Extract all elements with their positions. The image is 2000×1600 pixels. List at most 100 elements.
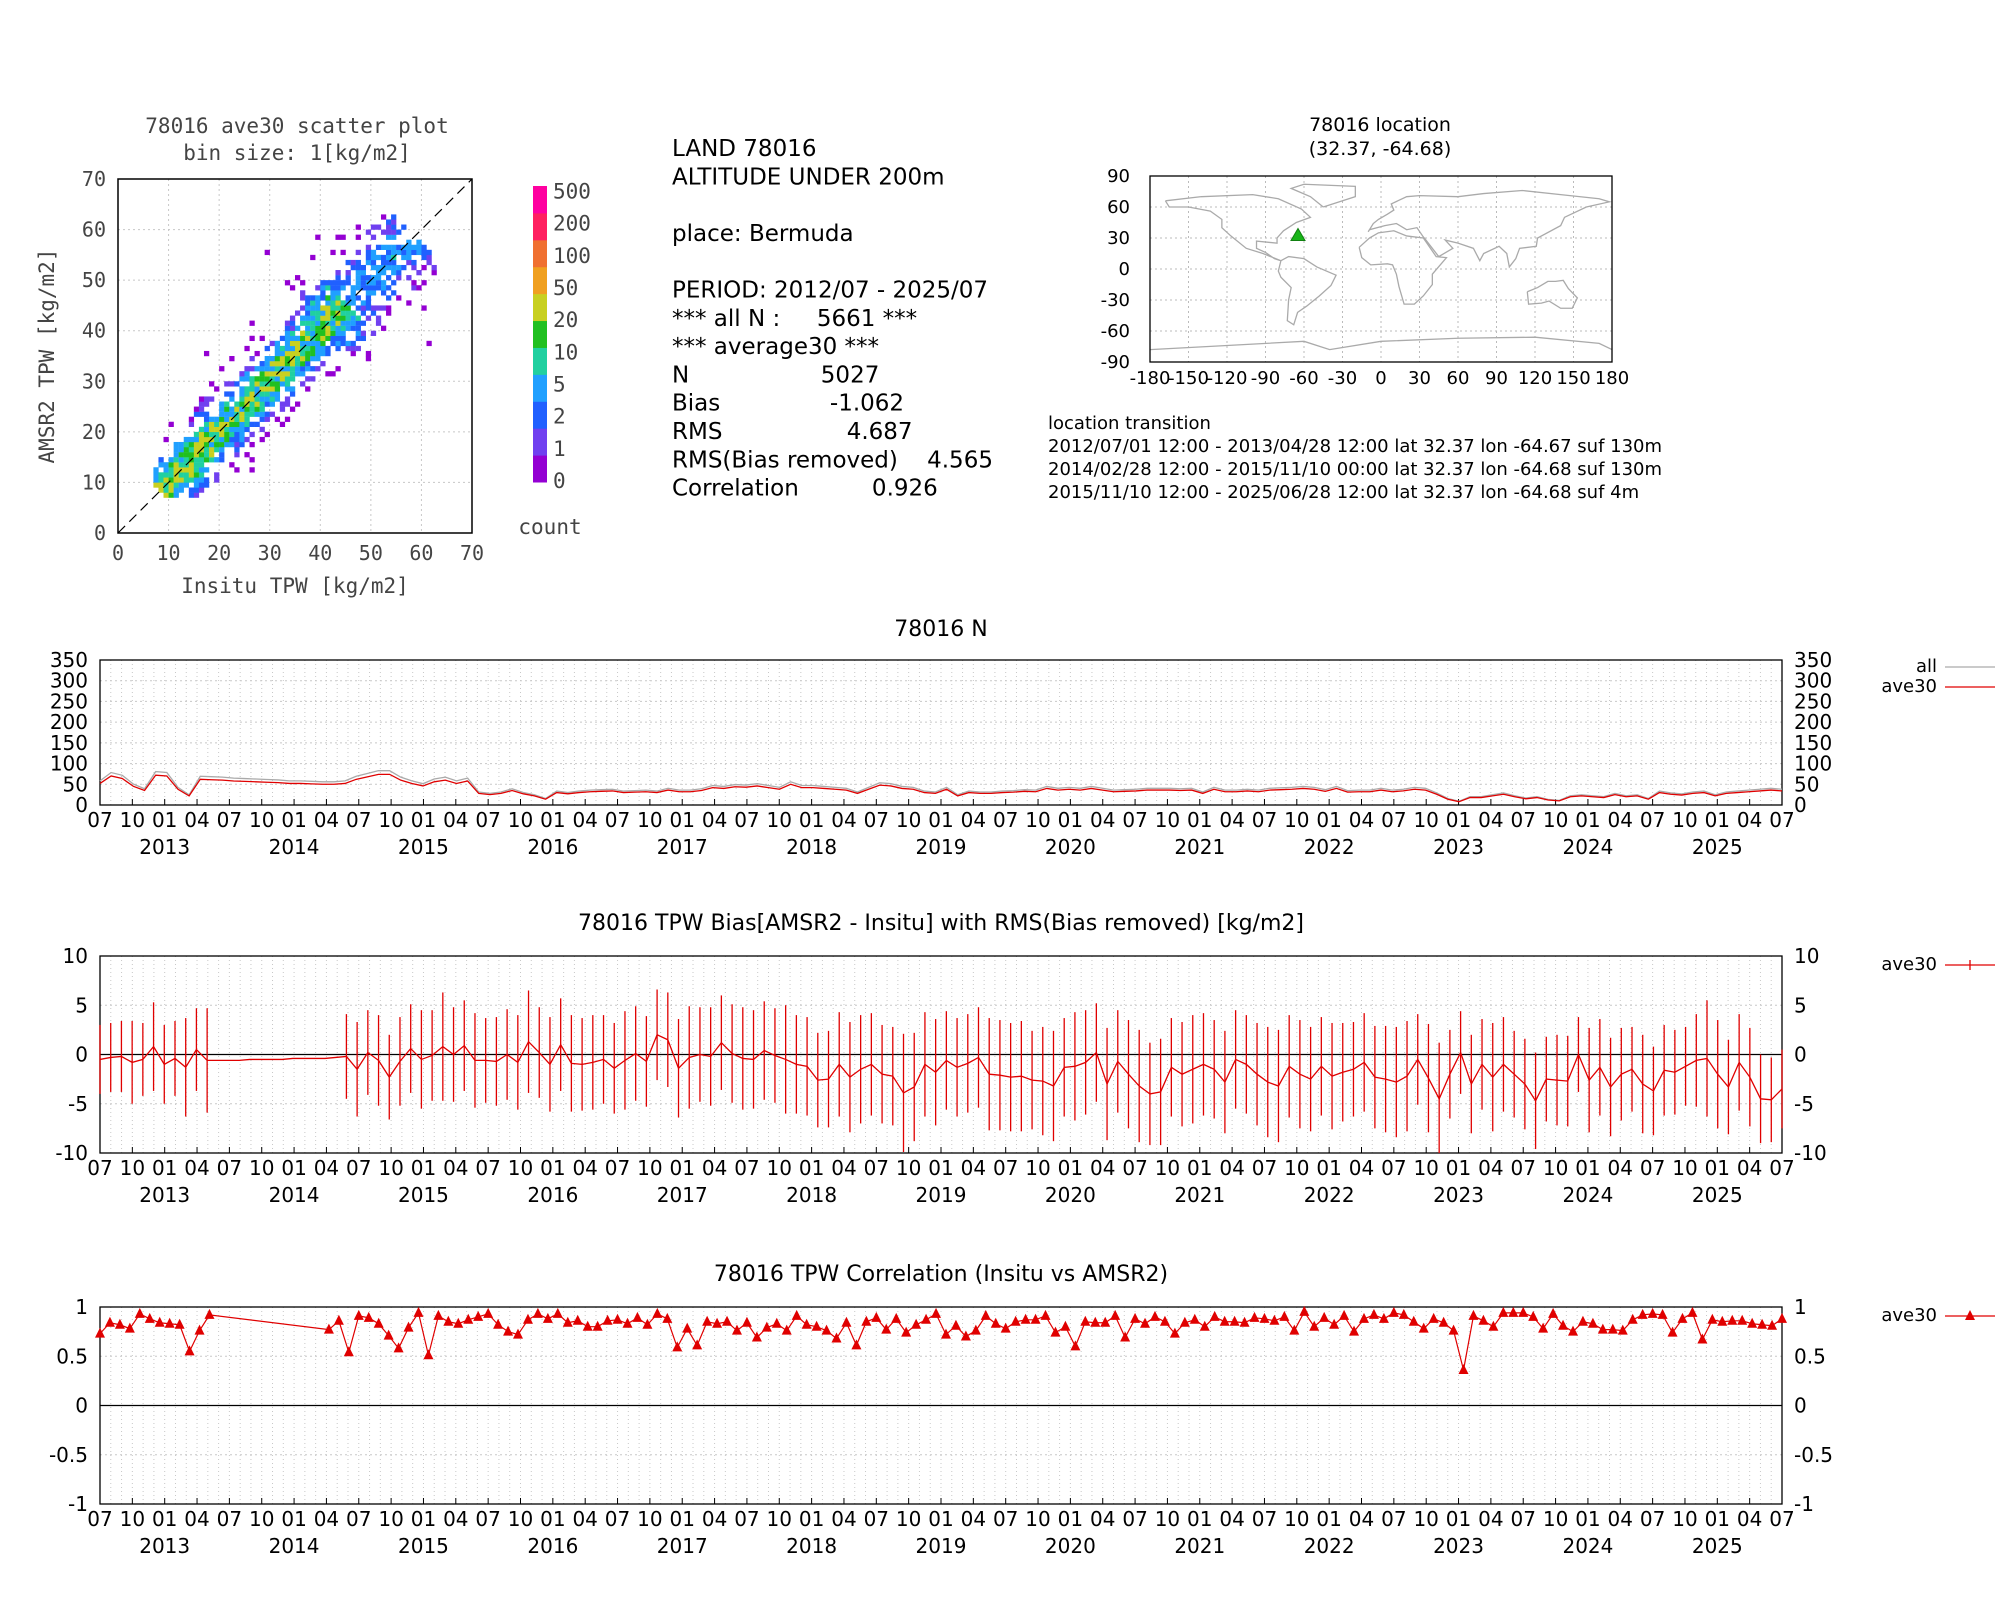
- scatter-density-cell: [274, 396, 281, 402]
- scatter-density-cell: [254, 421, 260, 427]
- xtick-month: 01: [411, 1507, 436, 1531]
- scatter-density-cell: [345, 295, 351, 301]
- xtick-month: 04: [443, 808, 468, 832]
- scatter-density-cell: [244, 386, 250, 392]
- scatter-density-cell: [380, 254, 387, 261]
- corr-marker: [164, 1317, 175, 1328]
- xtick-month: 04: [443, 1156, 468, 1180]
- scatter-density-cell: [274, 386, 281, 392]
- scatter-density-cell: [178, 462, 184, 468]
- scatter-density-cell: [168, 467, 174, 473]
- scatter-density-cell: [330, 280, 336, 286]
- xtick-month: 10: [120, 808, 145, 832]
- scatter-density-cell: [274, 376, 281, 382]
- scatter-density-cell: [249, 421, 255, 427]
- xtick-year: 2025: [1692, 1183, 1743, 1207]
- xtick-month: 04: [1478, 1507, 1503, 1531]
- scatter-density-cell: [310, 320, 316, 326]
- scatter-density-cell: [269, 361, 275, 367]
- scatter-density-cell: [320, 350, 326, 357]
- map-ytick: -90: [1101, 352, 1130, 373]
- scatter-density-cell: [274, 361, 281, 367]
- corr-marker: [443, 1315, 454, 1326]
- xtick-month: 07: [1381, 808, 1406, 832]
- xtick-month: 01: [540, 808, 565, 832]
- scatter-density-cell: [345, 315, 351, 321]
- scatter-density-cell: [320, 290, 326, 296]
- xtick-month: 07: [1252, 1156, 1277, 1180]
- scatter-density-cell: [350, 310, 356, 316]
- coastline: [1289, 183, 1356, 208]
- scatter-density-cell: [360, 270, 366, 276]
- corr-marker: [95, 1327, 105, 1338]
- scatter-density-cell: [259, 381, 265, 387]
- scatter-density-cell: [274, 391, 281, 397]
- xtick-month: 10: [1543, 1507, 1568, 1531]
- scatter-density-cell: [209, 426, 215, 433]
- scatter-density-cell: [320, 285, 326, 291]
- map-subtitle: (32.37, -64.68): [1309, 138, 1452, 160]
- xtick-month: 04: [572, 1507, 597, 1531]
- scatter-density-cell: [173, 462, 179, 468]
- scatter-density-cell: [380, 290, 387, 296]
- scatter-density-cell: [406, 254, 412, 261]
- scatter-density-cell: [203, 421, 210, 427]
- xtick-month: 10: [1543, 808, 1568, 832]
- scatter-density-cell: [203, 396, 210, 402]
- xtick-year: 2024: [1562, 1534, 1613, 1558]
- scatter-density-cell: [300, 305, 306, 311]
- scatter-density-cell: [365, 350, 372, 357]
- ytick-left: 5: [75, 993, 88, 1017]
- scatter-density-cell: [360, 320, 366, 326]
- coastline: [1277, 255, 1337, 326]
- xtick-month: 04: [1090, 808, 1115, 832]
- corr-marker: [333, 1314, 344, 1325]
- scatter-density-cell: [320, 305, 326, 311]
- scatter-density-cell: [274, 350, 281, 357]
- scatter-density-cell: [209, 452, 215, 458]
- scatter-density-cell: [209, 396, 215, 402]
- colorbar-swatch: [533, 374, 547, 402]
- scatter-density-cell: [214, 447, 220, 453]
- scatter-density-cell: [365, 249, 372, 256]
- ytick-right: 5: [1794, 993, 1807, 1017]
- xtick-month: 01: [1187, 1156, 1212, 1180]
- scatter-density-cell: [269, 340, 275, 347]
- xtick-month: 07: [217, 1507, 242, 1531]
- scatter-density-cell: [310, 356, 316, 362]
- scatter-density-cell: [279, 376, 286, 382]
- scatter-ytick: 30: [82, 369, 106, 393]
- xtick-month: 04: [314, 1156, 339, 1180]
- scatter-density-cell: [158, 482, 164, 488]
- scatter-density-cell: [325, 335, 331, 342]
- map-xtick: -60: [1289, 368, 1318, 389]
- corr-marker: [791, 1309, 802, 1320]
- station-marker: [1290, 227, 1306, 242]
- scatter-density-cell: [214, 441, 220, 448]
- scatter-density-cell: [224, 441, 230, 448]
- scatter-density-cell: [229, 396, 235, 402]
- scatter-density-cell: [229, 381, 235, 387]
- scatter-density-cell: [401, 224, 407, 230]
- scatter-density-cell: [315, 330, 321, 336]
- scatter-density-cell: [254, 401, 260, 407]
- scatter-density-cell: [229, 421, 235, 427]
- scatter-density-cell: [284, 376, 291, 382]
- scatter-density-cell: [355, 315, 361, 321]
- scatter-density-cell: [289, 315, 296, 321]
- scatter-density-cell: [380, 305, 387, 311]
- corr-marker: [990, 1317, 1001, 1328]
- scatter-density-cell: [168, 487, 174, 493]
- scatter-density-cell: [360, 275, 366, 281]
- xtick-month: 07: [1640, 808, 1665, 832]
- colorbar-swatch: [533, 293, 547, 322]
- ytick-left: 350: [50, 648, 88, 672]
- corr-marker: [1000, 1322, 1011, 1333]
- scatter-density-cell: [173, 477, 179, 483]
- corr-marker: [1567, 1325, 1578, 1336]
- colorbar-swatch: [533, 266, 547, 295]
- map-xtick: -30: [1328, 368, 1357, 389]
- scatter-density-cell: [345, 259, 351, 266]
- corr-marker: [1657, 1308, 1668, 1319]
- scatter-density-cell: [284, 361, 291, 367]
